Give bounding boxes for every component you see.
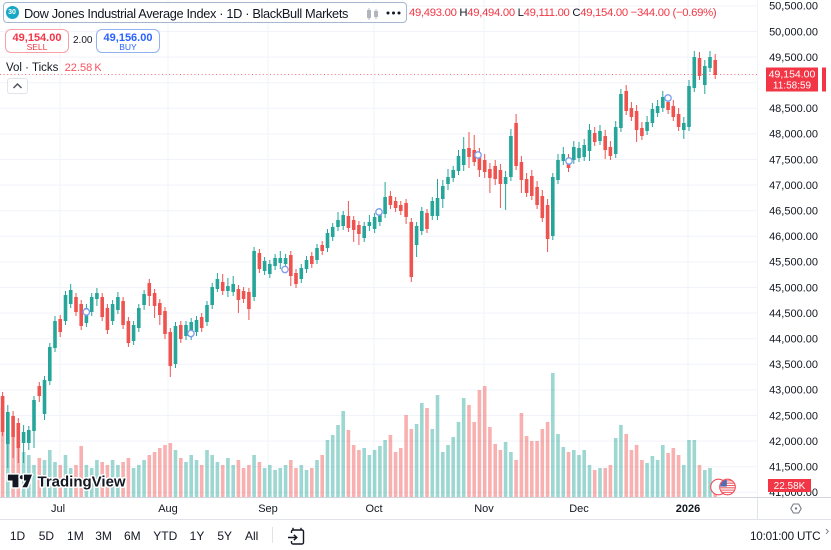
svg-text:11:58:59: 11:58:59 (773, 81, 812, 92)
svg-text:TradingView: TradingView (38, 474, 126, 491)
svg-text:Jul: Jul (51, 503, 65, 515)
svg-text:Dec: Dec (569, 503, 589, 515)
svg-text:49,500.00: 49,500.00 (769, 52, 818, 64)
svg-text:50,000.00: 50,000.00 (769, 26, 818, 38)
svg-text:42,000.00: 42,000.00 (769, 436, 818, 448)
svg-text:44,500.00: 44,500.00 (769, 308, 818, 320)
svg-text:47,000.00: 47,000.00 (769, 180, 818, 192)
svg-text:50,500.00: 50,500.00 (769, 1, 818, 13)
svg-text:42,500.00: 42,500.00 (769, 410, 818, 422)
svg-text:Sep: Sep (258, 503, 278, 515)
svg-text:47,500.00: 47,500.00 (769, 154, 818, 166)
svg-text:49,154.00: 49,154.00 (769, 69, 816, 81)
svg-text:Oct: Oct (365, 503, 382, 515)
svg-text:2026: 2026 (676, 503, 700, 515)
svg-text:22.58K: 22.58K (774, 481, 806, 492)
svg-text:44,000.00: 44,000.00 (769, 334, 818, 346)
svg-text:Nov: Nov (474, 503, 494, 515)
svg-text:45,000.00: 45,000.00 (769, 282, 818, 294)
svg-text:46,000.00: 46,000.00 (769, 231, 818, 243)
svg-text:46,500.00: 46,500.00 (769, 206, 818, 218)
svg-text:Aug: Aug (158, 503, 178, 515)
svg-text:41,500.00: 41,500.00 (769, 462, 818, 474)
svg-text:43,000.00: 43,000.00 (769, 385, 818, 397)
svg-text:48,000.00: 48,000.00 (769, 129, 818, 141)
svg-text:43,500.00: 43,500.00 (769, 359, 818, 371)
svg-text:48,500.00: 48,500.00 (769, 103, 818, 115)
svg-text:45,500.00: 45,500.00 (769, 257, 818, 269)
